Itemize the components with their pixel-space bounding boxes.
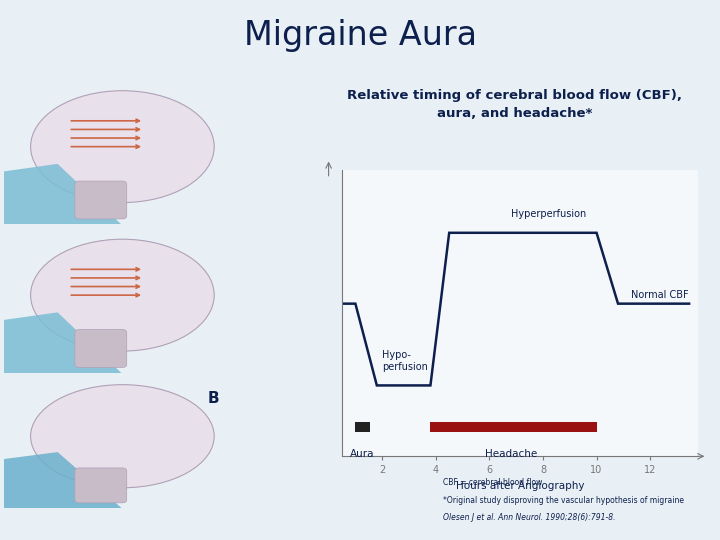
Text: Headache: Headache	[485, 449, 537, 460]
Wedge shape	[0, 164, 134, 259]
Ellipse shape	[30, 91, 215, 202]
FancyArrowPatch shape	[71, 128, 140, 131]
Ellipse shape	[30, 384, 215, 488]
FancyBboxPatch shape	[75, 329, 127, 367]
Text: Normal CBF: Normal CBF	[631, 291, 689, 300]
Text: *Original study disproving the vascular hypothesis of migraine: *Original study disproving the vascular …	[443, 496, 684, 505]
FancyArrowPatch shape	[71, 293, 140, 297]
Text: Migraine Aura: Migraine Aura	[243, 19, 477, 52]
Text: Relative timing of cerebral blood flow (CBF),
aura, and headache*: Relative timing of cerebral blood flow (…	[347, 89, 683, 120]
FancyBboxPatch shape	[75, 181, 127, 219]
Text: Aura: Aura	[351, 449, 375, 460]
Wedge shape	[0, 312, 134, 407]
Text: B: B	[207, 391, 219, 406]
FancyArrowPatch shape	[71, 276, 140, 280]
FancyArrowPatch shape	[71, 137, 140, 140]
X-axis label: Hours after Angiography: Hours after Angiography	[456, 481, 585, 491]
Text: Hyperperfusion: Hyperperfusion	[510, 209, 586, 219]
FancyBboxPatch shape	[75, 468, 127, 503]
Text: Hypo-
perfusion: Hypo- perfusion	[382, 350, 428, 372]
FancyArrowPatch shape	[71, 285, 140, 288]
FancyArrowPatch shape	[71, 119, 140, 123]
Text: Olesen J et al. Ann Neurol. 1990;28(6):791-8.: Olesen J et al. Ann Neurol. 1990;28(6):7…	[443, 513, 616, 522]
Wedge shape	[0, 452, 134, 539]
Ellipse shape	[30, 239, 215, 351]
FancyArrowPatch shape	[71, 268, 140, 271]
Text: CBF = cerebral blood flow: CBF = cerebral blood flow	[443, 478, 542, 487]
FancyArrowPatch shape	[71, 145, 140, 148]
